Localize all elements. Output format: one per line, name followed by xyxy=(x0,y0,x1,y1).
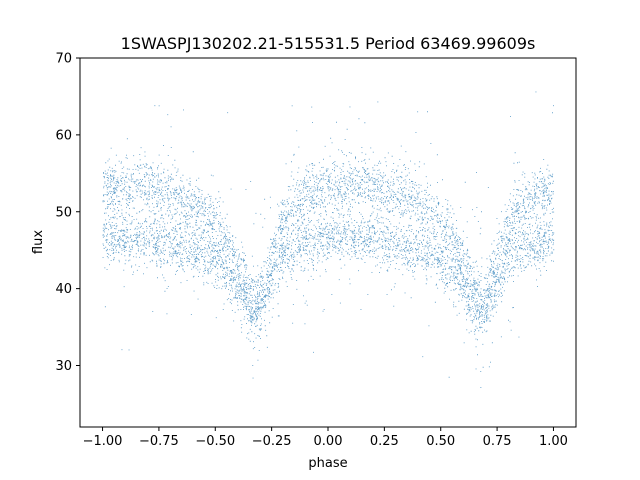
x-tick-label: 0.75 xyxy=(483,434,512,449)
x-tick-label: −0.25 xyxy=(252,434,292,449)
y-tick-label: 40 xyxy=(55,282,72,297)
chart-title: 1SWASPJ130202.21-515531.5 Period 63469.9… xyxy=(121,34,536,53)
x-tick-label: −0.50 xyxy=(195,434,235,449)
x-axis-ticks: −1.00 −0.75 −0.50 −0.25 0.00 0.25 0.50 0.75 1.00 xyxy=(83,427,568,449)
x-tick-label: 0.25 xyxy=(370,434,399,449)
x-tick-label: 0.00 xyxy=(314,434,343,449)
x-tick-label: −0.75 xyxy=(139,434,179,449)
data-points xyxy=(102,91,555,388)
x-tick-label: 1.00 xyxy=(539,434,568,449)
y-tick-label: 60 xyxy=(55,128,72,143)
x-tick-label: −1.00 xyxy=(83,434,123,449)
scatter-points xyxy=(102,91,555,388)
y-axis-ticks: 30 40 50 60 70 xyxy=(55,52,80,374)
y-tick-label: 50 xyxy=(55,205,72,220)
y-axis-label: flux xyxy=(31,230,46,254)
y-tick-label: 70 xyxy=(55,52,72,67)
x-axis-label: phase xyxy=(308,456,347,471)
y-tick-label: 30 xyxy=(55,359,72,374)
x-tick-label: 0.50 xyxy=(426,434,455,449)
